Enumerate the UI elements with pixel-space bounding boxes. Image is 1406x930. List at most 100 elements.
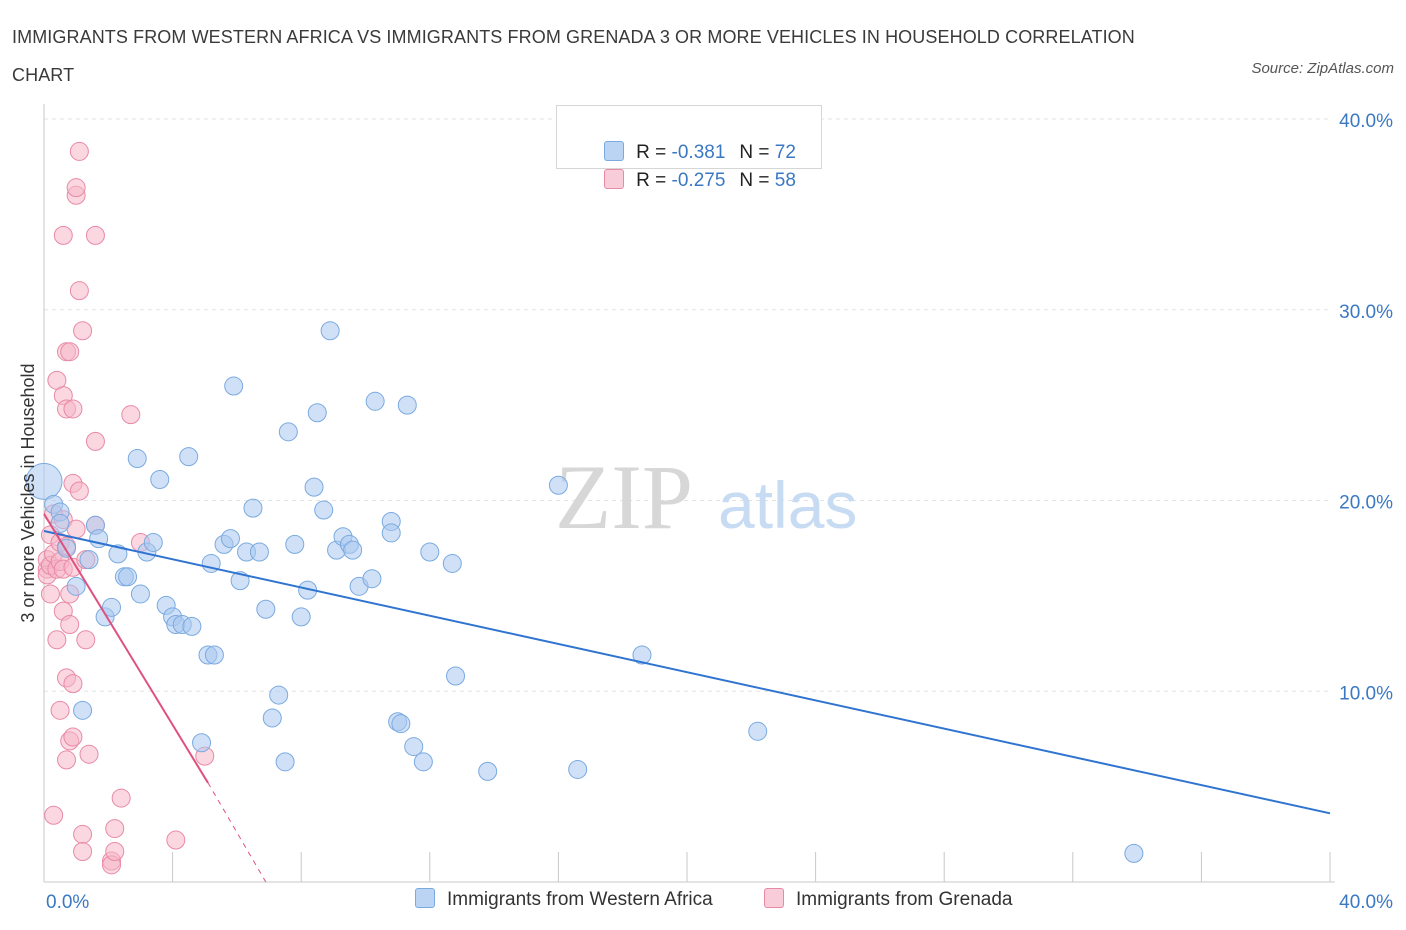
data-point <box>548 475 568 495</box>
data-point <box>85 431 105 451</box>
data-point <box>69 281 89 301</box>
data-point <box>143 532 163 552</box>
trend-lines <box>43 513 1331 883</box>
data-point <box>40 584 60 604</box>
data-point <box>278 422 298 442</box>
data-point <box>76 630 96 650</box>
data-point <box>44 805 64 825</box>
data-point <box>66 178 86 198</box>
data-point <box>291 607 311 627</box>
data-point <box>230 571 250 591</box>
data-point <box>446 666 466 686</box>
data-point <box>362 569 382 589</box>
legend-label: Immigrants from Western Africa <box>447 889 713 910</box>
y-tick-label: 20.0% <box>1339 493 1393 514</box>
legend-r-label: R = <box>636 170 667 191</box>
data-point <box>262 708 282 728</box>
data-point <box>224 376 244 396</box>
data-point <box>150 470 170 490</box>
source-label: Source: ZipAtlas.com <box>1251 60 1394 77</box>
data-point <box>63 674 83 694</box>
data-point <box>179 447 199 467</box>
data-point <box>275 752 295 772</box>
data-point <box>404 737 424 757</box>
y-tick-label: 10.0% <box>1339 683 1393 704</box>
legend-r-value: -0.381 <box>671 142 726 163</box>
data-point <box>111 788 131 808</box>
data-point <box>243 498 263 518</box>
legend-n-label: N = <box>739 142 770 163</box>
data-point <box>79 744 99 764</box>
data-point <box>192 733 212 753</box>
data-point <box>204 645 224 665</box>
legend-r-label: R = <box>636 142 667 163</box>
legend-r-value: -0.275 <box>671 170 726 191</box>
data-point <box>50 513 70 533</box>
data-point <box>285 534 305 554</box>
data-point <box>79 550 99 570</box>
data-point <box>105 841 125 861</box>
data-point <box>220 529 240 549</box>
data-point <box>127 449 147 469</box>
western-africa-points <box>25 321 1144 863</box>
data-point <box>47 630 67 650</box>
data-point <box>320 321 340 341</box>
legend-row-grenada: R = -0.275 N = 58 <box>583 139 796 191</box>
legend-n-value: 58 <box>774 170 796 191</box>
data-point <box>66 519 86 539</box>
data-point <box>73 841 93 861</box>
data-point <box>391 714 411 734</box>
data-point <box>57 750 77 770</box>
data-point <box>73 824 93 844</box>
data-point <box>304 477 324 497</box>
y-tick-label: 30.0% <box>1339 302 1393 323</box>
y-axis-label: 3 or more Vehicles in Household <box>18 363 38 622</box>
data-point <box>249 542 269 562</box>
data-point <box>66 576 86 596</box>
x-tick-label-min: 0.0% <box>46 892 89 913</box>
legend-row-western-africa: R = -0.381 N = 72 <box>583 111 796 163</box>
tick-labels: 10.0% 20.0% 30.0% 40.0% 0.0% 40.0% <box>46 111 1393 913</box>
data-point <box>568 759 588 779</box>
data-point <box>63 399 83 419</box>
legend-western-africa: Immigrants from Western Africa <box>415 888 713 911</box>
data-point <box>73 321 93 341</box>
data-point <box>60 614 80 634</box>
data-point <box>63 727 83 747</box>
data-point <box>478 761 498 781</box>
data-point <box>108 544 128 564</box>
data-point <box>256 599 276 619</box>
x-tick-label-max: 40.0% <box>1339 892 1393 913</box>
y-tick-label: 40.0% <box>1339 111 1393 132</box>
trend-line-grenada-extension <box>207 782 267 883</box>
data-point <box>269 685 289 705</box>
trend-line-western-africa <box>43 530 1331 815</box>
data-point <box>73 700 93 720</box>
data-point <box>121 405 141 425</box>
data-point <box>365 391 385 411</box>
legend-swatch-blue <box>604 141 625 161</box>
data-point <box>53 225 73 245</box>
data-point <box>182 616 202 636</box>
data-point <box>314 500 334 520</box>
legend-label: Immigrants from Grenada <box>796 889 1013 910</box>
data-point <box>105 819 125 839</box>
watermark-zip: ZIP <box>555 446 693 548</box>
data-point <box>69 141 89 161</box>
chart-title: IMMIGRANTS FROM WESTERN AFRICA VS IMMIGR… <box>12 27 1135 85</box>
data-point <box>343 540 363 560</box>
legend-swatch-blue <box>415 888 435 908</box>
data-point <box>632 645 652 665</box>
data-point <box>1124 843 1144 863</box>
data-point <box>442 553 462 573</box>
data-point <box>130 584 150 604</box>
data-point <box>50 700 70 720</box>
data-point <box>748 721 768 741</box>
trend-line-grenada <box>43 513 209 784</box>
data-point <box>166 830 186 850</box>
grid-lines <box>44 118 1330 692</box>
data-point <box>420 542 440 562</box>
legend-swatch-pink <box>764 888 784 908</box>
legend-grenada: Immigrants from Grenada <box>764 888 1012 911</box>
